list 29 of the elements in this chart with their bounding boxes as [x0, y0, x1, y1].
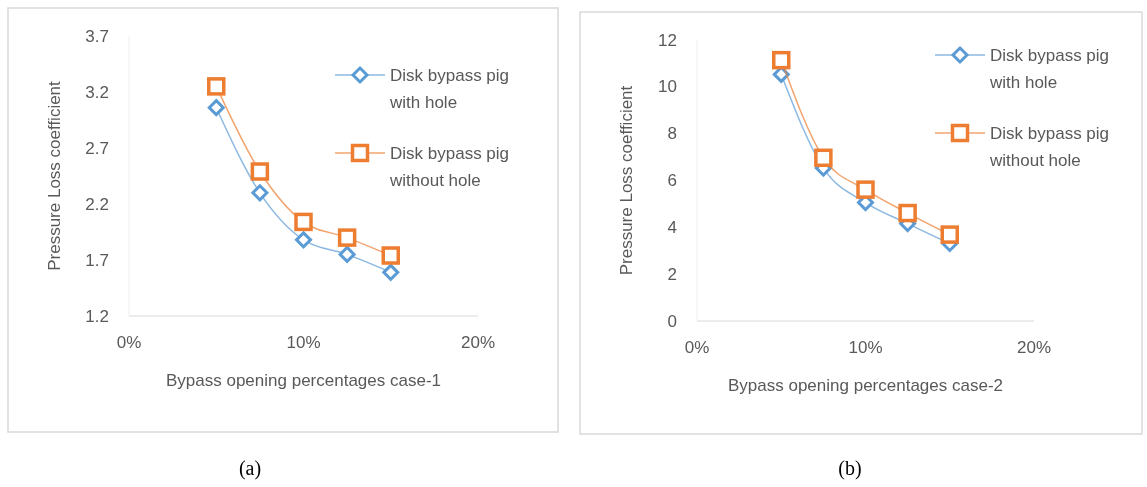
x-tick-label: 20% — [1016, 338, 1052, 357]
y-tick-label: 2 — [667, 264, 677, 284]
x-tick-label: 20% — [460, 333, 496, 352]
y-tick-label: 3.7 — [85, 26, 109, 46]
y-tick-label: 2.2 — [85, 194, 109, 214]
y-tick-label: 0 — [667, 311, 677, 331]
y-axis-title: Pressure Loss coefficient — [45, 80, 64, 271]
x-axis-title: Bypass opening percentages case-2 — [727, 376, 1004, 395]
legend-label: Disk bypass pig without hole — [989, 123, 1110, 170]
x-axis-title: Bypass opening percentages case-1 — [165, 371, 442, 390]
x-tick-label: 10% — [286, 333, 321, 352]
y-tick-label: 2.7 — [85, 138, 109, 158]
x-tick-label: 0% — [684, 338, 710, 357]
y-tick-label: 10 — [658, 77, 677, 97]
legend-label: Disk bypass pig with hole — [989, 45, 1110, 92]
y-axis-title: Pressure Loss coefficient — [617, 85, 636, 276]
y-tick-label: 4 — [667, 217, 677, 237]
legend-label: Disk bypass pig without hole — [389, 143, 510, 190]
y-tick-label: 6 — [667, 171, 677, 190]
y-tick-label: 1.2 — [85, 306, 109, 326]
y-tick-label: 3.2 — [85, 82, 109, 102]
x-tick-label: 10% — [848, 338, 883, 357]
y-tick-label: 12 — [658, 30, 677, 50]
text: (b) — [838, 457, 862, 480]
text: (a) — [238, 457, 262, 480]
x-tick-label: 0% — [116, 333, 142, 352]
y-tick-label: 8 — [667, 124, 677, 144]
y-tick-label: 1.7 — [85, 250, 109, 270]
legend-label: Disk bypass pig with hole — [389, 65, 510, 112]
